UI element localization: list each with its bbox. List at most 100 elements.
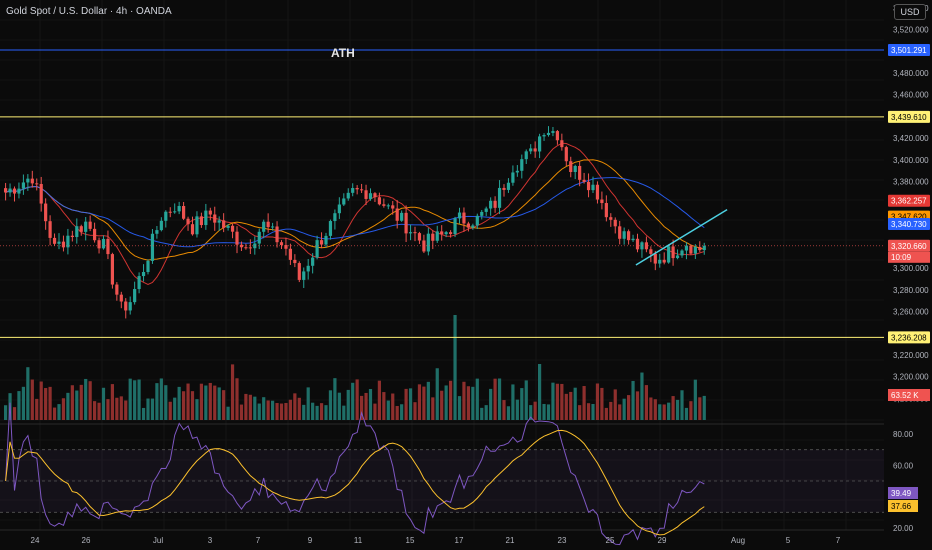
candle-body[interactable] [4, 188, 8, 193]
candle-body[interactable] [333, 213, 337, 222]
candle-body[interactable] [440, 231, 444, 235]
candle-body[interactable] [79, 226, 83, 232]
currency-button[interactable]: USD [894, 4, 926, 20]
candle-body[interactable] [551, 131, 555, 133]
candle-body[interactable] [342, 198, 346, 205]
candle-body[interactable] [538, 136, 542, 152]
candle-body[interactable] [560, 140, 564, 148]
candle-body[interactable] [293, 259, 297, 264]
candle-body[interactable] [497, 187, 502, 208]
time-axis[interactable]: 24 26 Jul 3 7 9 11 15 17 21 23 25 29 Aug 5 7 [31, 536, 841, 545]
candle-body[interactable] [279, 242, 284, 245]
candle-body[interactable] [578, 165, 582, 180]
candle-body[interactable] [471, 225, 475, 228]
candle-body[interactable] [61, 241, 66, 248]
candle-body[interactable] [155, 230, 159, 234]
candle-body[interactable] [133, 289, 137, 303]
candle-body[interactable] [400, 212, 404, 221]
candle-body[interactable] [297, 263, 301, 280]
candle-body[interactable] [582, 179, 586, 182]
candle-body[interactable] [671, 246, 675, 259]
candle-body[interactable] [262, 221, 266, 232]
candle-body[interactable] [164, 211, 168, 221]
candle-body[interactable] [644, 242, 648, 250]
candle-body[interactable] [159, 220, 163, 231]
candle-body[interactable] [275, 226, 279, 243]
candle-body[interactable] [404, 212, 408, 234]
candle-body[interactable] [199, 216, 203, 226]
candle-body[interactable] [346, 192, 350, 199]
candle-body[interactable] [533, 148, 537, 152]
candle-body[interactable] [417, 233, 422, 241]
candle-body[interactable] [248, 247, 252, 249]
candle-body[interactable] [520, 159, 524, 171]
candle-body[interactable] [106, 238, 110, 255]
candle-body[interactable] [119, 294, 123, 302]
candle-body[interactable] [8, 188, 12, 193]
rsi-pane[interactable] [0, 402, 884, 546]
candle-body[interactable] [360, 189, 364, 191]
candle-body[interactable] [662, 259, 666, 263]
candle-body[interactable] [337, 204, 341, 214]
candle-body[interactable] [226, 225, 230, 228]
candle-body[interactable] [324, 235, 328, 245]
candle-body[interactable] [26, 178, 30, 183]
candle-body[interactable] [627, 231, 631, 241]
candle-body[interactable] [382, 204, 386, 206]
rsi-line[interactable] [5, 402, 705, 546]
candle-body[interactable] [600, 199, 604, 204]
candle-body[interactable] [30, 178, 34, 184]
candle-body[interactable] [35, 183, 39, 185]
candle-body[interactable] [622, 231, 626, 239]
candle-body[interactable] [12, 188, 17, 194]
horizontal-levels[interactable] [0, 49, 884, 338]
candle-body[interactable] [457, 212, 462, 219]
candle-body[interactable] [595, 184, 600, 200]
candle-body[interactable] [395, 208, 399, 221]
candle-body[interactable] [128, 302, 132, 311]
candle-body[interactable] [373, 193, 377, 198]
candle-body[interactable] [319, 240, 324, 245]
candle-body[interactable] [391, 205, 395, 209]
candle-body[interactable] [364, 190, 368, 199]
candle-body[interactable] [680, 250, 684, 256]
candle-body[interactable] [591, 184, 595, 191]
candle-body[interactable] [141, 272, 146, 277]
candle-body[interactable] [235, 231, 239, 245]
candle-body[interactable] [17, 188, 21, 194]
candle-body[interactable] [66, 235, 70, 248]
candle-body[interactable] [44, 203, 48, 222]
candle-body[interactable] [97, 240, 101, 249]
candle-body[interactable] [506, 182, 511, 190]
candle-body[interactable] [667, 246, 671, 263]
candle-body[interactable] [573, 165, 577, 173]
candle-body[interactable] [302, 271, 306, 280]
candle-body[interactable] [529, 148, 533, 152]
candle-body[interactable] [177, 206, 181, 212]
candle-body[interactable] [702, 245, 706, 251]
candle-body[interactable] [306, 265, 310, 272]
candlesticks[interactable] [4, 126, 706, 319]
candle-body[interactable] [253, 243, 257, 249]
candle-body[interactable] [21, 182, 25, 189]
candle-body[interactable] [88, 221, 92, 229]
candle-body[interactable] [435, 231, 439, 241]
candle-body[interactable] [48, 221, 52, 238]
candle-body[interactable] [413, 232, 417, 234]
trendline-line[interactable] [635, 209, 728, 266]
candle-body[interactable] [39, 184, 43, 204]
candle-body[interactable] [284, 244, 288, 249]
candle-body[interactable] [635, 238, 640, 250]
rsi-ma-line[interactable] [5, 429, 705, 536]
candle-body[interactable] [244, 247, 248, 249]
candle-body[interactable] [653, 253, 657, 264]
candle-body[interactable] [569, 161, 573, 173]
candle-body[interactable] [475, 215, 479, 226]
candle-body[interactable] [613, 219, 617, 227]
candle-body[interactable] [186, 218, 190, 225]
trendline[interactable] [635, 209, 728, 266]
candle-body[interactable] [449, 232, 453, 235]
candle-body[interactable] [115, 284, 119, 295]
candle-body[interactable] [386, 205, 390, 207]
